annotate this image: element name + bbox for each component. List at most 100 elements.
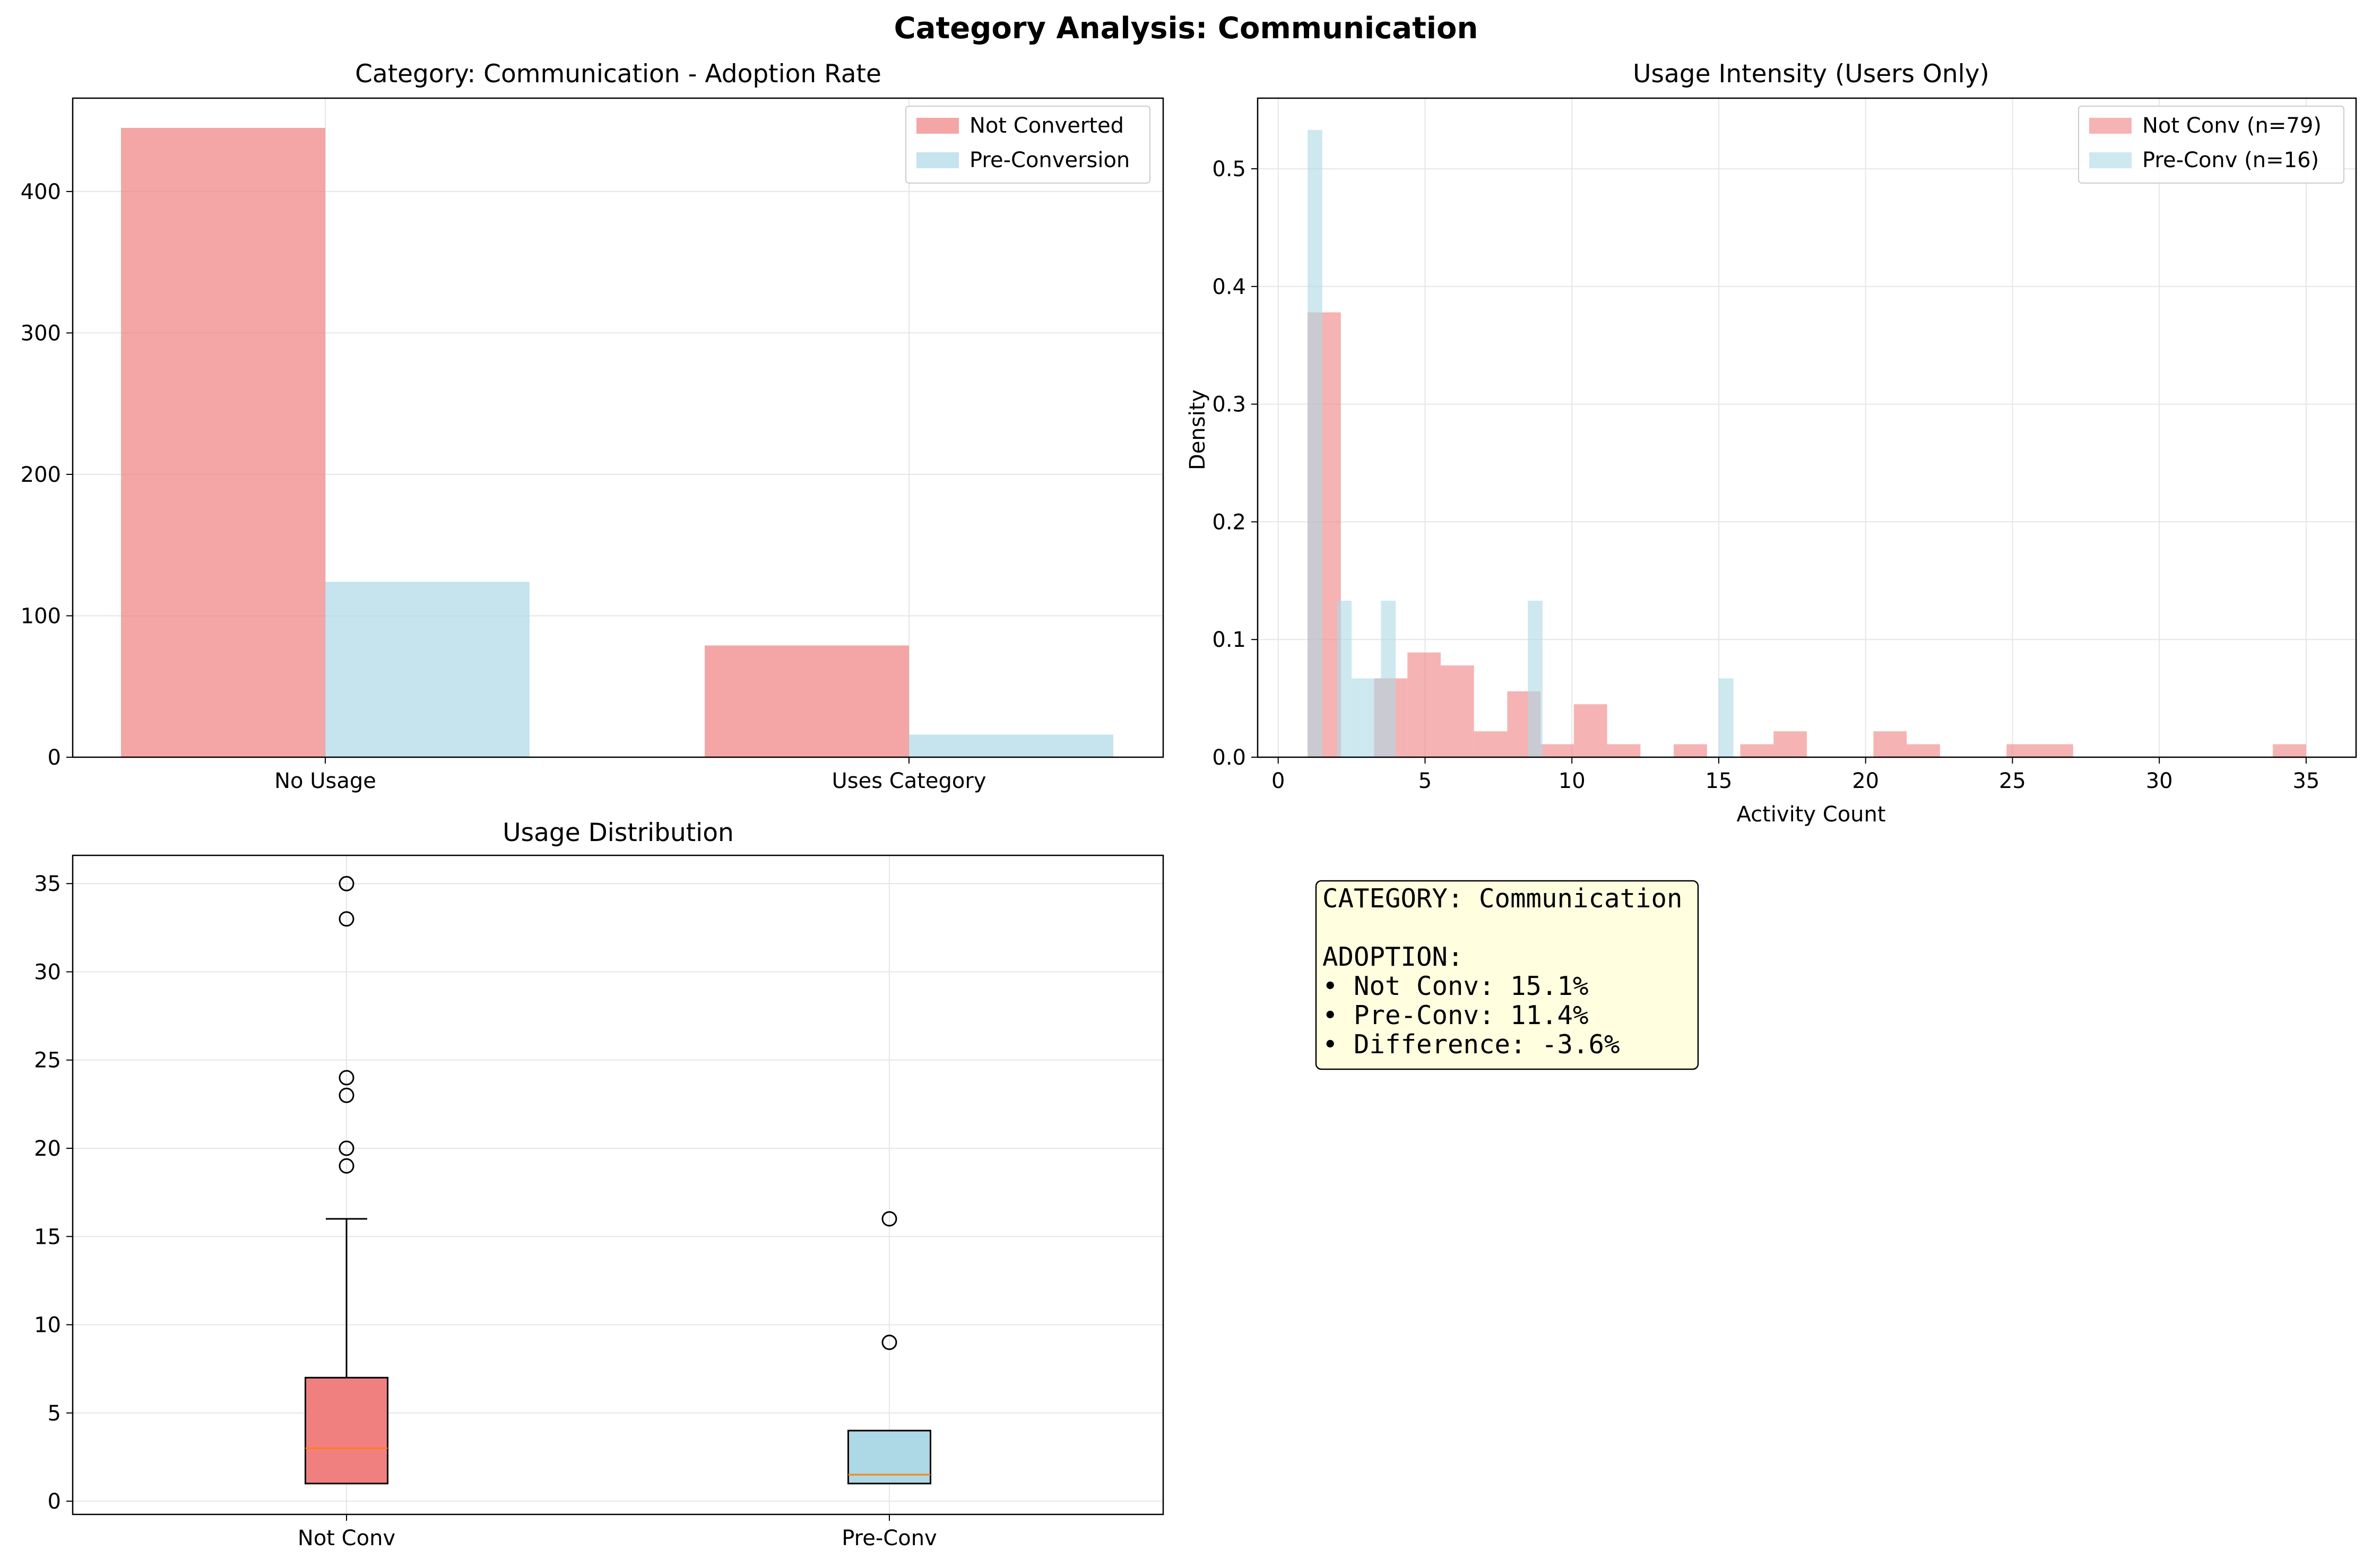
summary-line-not-conv: • Not Conv: 15.1% xyxy=(1322,971,1589,1001)
summary-box: CATEGORY: Communication ADOPTION: • Not … xyxy=(1315,880,1699,1070)
distribution-y-tick-label: 20 xyxy=(34,1137,61,1161)
distribution-boxes xyxy=(305,876,931,1485)
intensity-bin-pre-conv xyxy=(1352,678,1366,757)
intensity-bin-pre-conv xyxy=(1718,678,1734,757)
intensity-x-tick-label: 25 xyxy=(1999,769,2026,793)
intensity-bin-not-conv xyxy=(1573,704,1607,757)
distribution-y-tick-label: 25 xyxy=(34,1049,61,1073)
intensity-chart-title: Usage Intensity (Users Only) xyxy=(1633,59,1989,89)
distribution-x-tick-label: Not Conv xyxy=(298,1526,395,1550)
summary-line-pre-conv: • Pre-Conv: 11.4% xyxy=(1322,1000,1589,1030)
adoption-legend-frame xyxy=(905,106,1150,184)
box-outlier-not-conv xyxy=(339,1070,354,1086)
intensity-y-tick-label: 0.4 xyxy=(1212,275,1246,299)
legend-label-pre-conv: Pre-Conv (n=16) xyxy=(2142,148,2319,172)
intensity-bin-not-conv xyxy=(1474,731,1508,757)
intensity-bin-not-conv xyxy=(1907,744,1940,757)
adoption-y-tick-label: 200 xyxy=(21,463,61,487)
intensity-x-axis-label: Activity Count xyxy=(1736,802,1885,827)
summary-line-category: CATEGORY: Communication xyxy=(1322,883,1683,914)
legend-label-pre-conversion: Pre-Conversion xyxy=(969,148,1130,172)
figure-title: Category Analysis: Communication xyxy=(894,11,1478,46)
distribution-y-tick-label: 15 xyxy=(34,1225,61,1249)
intensity-bin-not-conv xyxy=(1740,744,1774,757)
intensity-bin-pre-conv xyxy=(1366,678,1381,757)
intensity-bin-pre-conv xyxy=(1337,601,1352,757)
intensity-y-tick-label: 0.2 xyxy=(1212,510,1246,534)
box-outlier-not-conv xyxy=(339,1158,354,1174)
intensity-ticks: 0.0 0.1 0.2 0.3 0.4 0.5 0 5 10 15 20 25 30 35 xyxy=(1212,157,2319,793)
distribution-y-tick-label: 30 xyxy=(34,960,61,984)
summary-line-adoption-heading: ADOPTION: xyxy=(1322,942,1464,972)
distribution-y-tick-label: 35 xyxy=(34,872,61,896)
box-outlier-not-conv xyxy=(339,911,354,927)
intensity-axes-frame xyxy=(1257,97,2357,758)
intensity-x-tick-label: 0 xyxy=(1271,769,1285,793)
box-not-conv xyxy=(305,1376,388,1485)
intensity-bin-not-conv xyxy=(1407,652,1441,757)
legend-swatch-not-converted xyxy=(916,118,959,134)
distribution-y-tick-label: 0 xyxy=(48,1489,61,1514)
intensity-x-tick-label: 10 xyxy=(1559,769,1586,793)
intensity-bin-not-conv xyxy=(2040,744,2073,757)
adoption-y-tick-label: 100 xyxy=(21,604,61,628)
box-outlier-not-conv xyxy=(339,1140,354,1156)
adoption-y-tick-label: 400 xyxy=(21,180,61,204)
intensity-y-axis-label: Density xyxy=(1185,389,1210,470)
intensity-bin-not-conv xyxy=(1607,744,1641,757)
distribution-y-tick-label: 10 xyxy=(34,1313,61,1338)
box-outlier-not-conv xyxy=(339,876,354,891)
intensity-bin-not-conv xyxy=(1540,744,1574,757)
summary-box-frame xyxy=(1315,880,1699,1070)
distribution-chart: Usage Distribution 0 5 10 15 20 25 30 35 Not Con… xyxy=(34,818,1164,1550)
intensity-histogram-bars xyxy=(1308,129,2306,758)
intensity-bin-not-conv xyxy=(2273,744,2306,757)
intensity-bin-pre-conv xyxy=(1381,601,1396,757)
adoption-legend: Not Converted Pre-Conversion xyxy=(905,106,1150,184)
intensity-x-tick-label: 35 xyxy=(2292,769,2319,793)
intensity-bin-not-conv xyxy=(1674,744,1707,757)
intensity-y-tick-label: 0.5 xyxy=(1212,157,1246,181)
intensity-x-tick-label: 15 xyxy=(1706,769,1733,793)
box-pre-conv xyxy=(847,1430,931,1485)
distribution-chart-title: Usage Distribution xyxy=(503,818,734,847)
legend-swatch-not-conv xyxy=(2089,118,2132,134)
box-outlier-pre-conv xyxy=(881,1335,897,1350)
legend-swatch-pre-conv xyxy=(2089,152,2132,168)
intensity-bin-pre-conv xyxy=(1308,129,1322,758)
legend-swatch-pre-conversion xyxy=(916,152,959,168)
distribution-axes-frame xyxy=(72,854,1164,1515)
summary-line-difference: • Difference: -3.6% xyxy=(1322,1029,1620,1060)
intensity-legend: Not Conv (n=79) Pre-Conv (n=16) xyxy=(2078,106,2344,184)
legend-label-not-converted: Not Converted xyxy=(969,114,1124,138)
intensity-bin-not-conv xyxy=(1773,731,1807,757)
adoption-bar-pre-conversion xyxy=(325,582,530,757)
adoption-y-tick-label: 300 xyxy=(21,321,61,345)
adoption-bar-not-converted xyxy=(121,127,325,757)
adoption-chart: Category: Communication - Adoption Rate … xyxy=(21,59,1164,793)
adoption-x-tick-label: No Usage xyxy=(274,769,376,793)
intensity-x-tick-label: 30 xyxy=(2146,769,2173,793)
intensity-x-tick-label: 20 xyxy=(1852,769,1879,793)
intensity-x-tick-label: 5 xyxy=(1418,769,1432,793)
adoption-y-tick-label: 0 xyxy=(48,746,61,770)
adoption-ticks: 0 100 200 300 400 No Usage Uses Category xyxy=(21,180,986,793)
intensity-y-tick-label: 0.1 xyxy=(1212,628,1246,652)
adoption-x-tick-label: Uses Category xyxy=(832,769,986,793)
adoption-bar-pre-conversion xyxy=(909,734,1113,757)
adoption-bars xyxy=(121,127,1113,757)
distribution-x-tick-label: Pre-Conv xyxy=(842,1526,937,1550)
adoption-chart-title: Category: Communication - Adoption Rate xyxy=(355,59,881,89)
distribution-gridlines xyxy=(73,855,1163,1514)
box-outlier-not-conv xyxy=(339,1087,354,1103)
distribution-y-tick-label: 5 xyxy=(48,1401,61,1426)
intensity-bin-pre-conv xyxy=(1528,601,1543,757)
intensity-legend-frame xyxy=(2078,106,2344,184)
box-outlier-pre-conv xyxy=(881,1211,897,1227)
intensity-chart: Usage Intensity (Users Only) 0.00.10.20.… xyxy=(1185,59,2357,827)
distribution-ticks: 0 5 10 15 20 25 30 35 Not Conv Pre-Conv xyxy=(34,872,937,1550)
intensity-y-tick-label: 0.3 xyxy=(1212,393,1246,417)
intensity-bin-not-conv xyxy=(1873,731,1907,757)
adoption-bar-not-converted xyxy=(705,645,909,757)
